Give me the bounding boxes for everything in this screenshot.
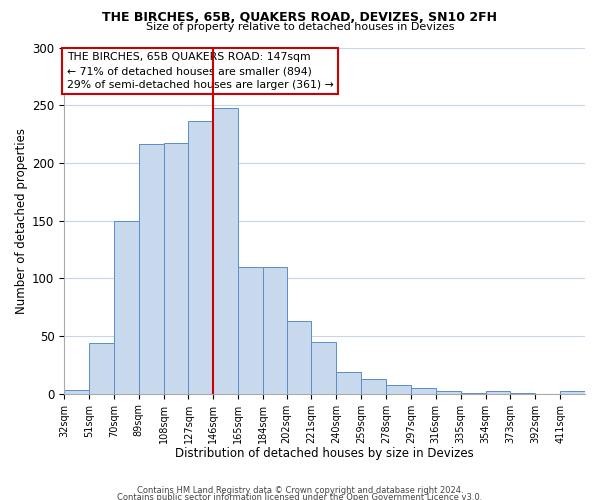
Text: Size of property relative to detached houses in Devizes: Size of property relative to detached ho… [146,22,454,32]
Text: THE BIRCHES, 65B QUAKERS ROAD: 147sqm
← 71% of detached houses are smaller (894): THE BIRCHES, 65B QUAKERS ROAD: 147sqm ← … [67,52,334,90]
Bar [560,392,585,394]
Bar [263,267,287,394]
Bar [114,220,139,394]
Bar [411,388,436,394]
Bar [139,144,164,394]
Bar [287,321,311,394]
Bar [64,390,89,394]
Bar [386,384,411,394]
Bar [461,392,485,394]
X-axis label: Distribution of detached houses by size in Devizes: Distribution of detached houses by size … [175,447,474,460]
Text: Contains public sector information licensed under the Open Government Licence v3: Contains public sector information licen… [118,493,482,500]
Bar [337,372,361,394]
Text: Contains HM Land Registry data © Crown copyright and database right 2024.: Contains HM Land Registry data © Crown c… [137,486,463,495]
Bar [361,378,386,394]
Text: THE BIRCHES, 65B, QUAKERS ROAD, DEVIZES, SN10 2FH: THE BIRCHES, 65B, QUAKERS ROAD, DEVIZES,… [103,11,497,24]
Y-axis label: Number of detached properties: Number of detached properties [15,128,28,314]
Bar [188,122,214,394]
Bar [164,144,188,394]
Bar [214,108,238,394]
Bar [238,267,263,394]
Bar [485,392,511,394]
Bar [511,392,535,394]
Bar [311,342,337,394]
Bar [89,343,114,394]
Bar [436,392,461,394]
